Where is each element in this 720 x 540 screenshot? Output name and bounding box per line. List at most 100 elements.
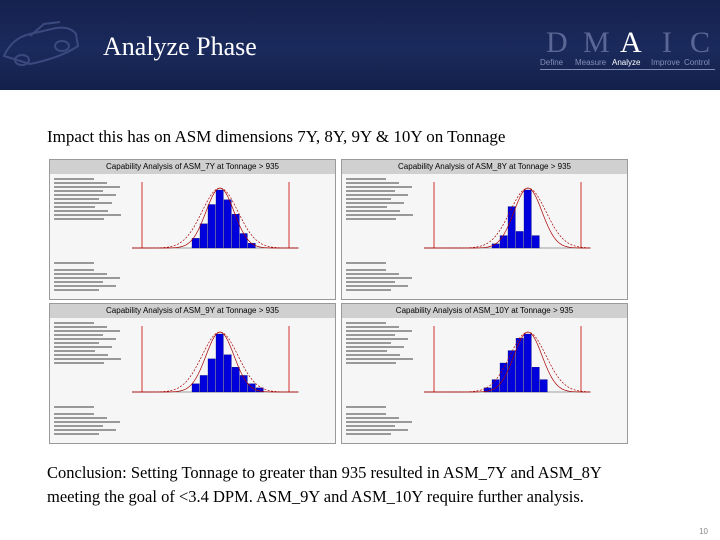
illegible-text-line bbox=[346, 334, 395, 336]
histogram-bar bbox=[231, 214, 240, 249]
illegible-text-line bbox=[54, 354, 108, 356]
car-logo-icon bbox=[2, 21, 80, 66]
histogram bbox=[132, 182, 299, 249]
capability-panel-9y: Capability Analysis of ASM_9Y at Tonnage… bbox=[49, 303, 336, 444]
dmaic-underline bbox=[540, 69, 715, 70]
illegible-text-line bbox=[54, 289, 99, 291]
illegible-text-line bbox=[346, 417, 399, 419]
potential-capability-block bbox=[346, 404, 416, 410]
process-data-block bbox=[54, 320, 124, 366]
within-fit-curve bbox=[132, 331, 298, 393]
illegible-text-line bbox=[346, 269, 386, 271]
dmaic-word-analyze: Analyze bbox=[612, 58, 641, 67]
potential-capability-block bbox=[54, 260, 124, 266]
dmaic-word-measure: Measure bbox=[575, 58, 607, 67]
overall-fit-curve bbox=[424, 331, 590, 393]
illegible-text-line bbox=[54, 429, 116, 431]
histogram bbox=[424, 182, 591, 249]
illegible-text-line bbox=[54, 273, 107, 275]
dmaic-letter-i: I bbox=[662, 26, 672, 59]
process-data-block bbox=[54, 176, 124, 222]
histogram-bar bbox=[247, 243, 256, 249]
illegible-text-line bbox=[346, 358, 413, 360]
illegible-text-line bbox=[346, 218, 396, 220]
page-title: Analyze Phase bbox=[103, 32, 257, 61]
histogram-bar bbox=[215, 333, 224, 393]
illegible-text-line bbox=[346, 194, 408, 196]
illegible-text-line bbox=[54, 202, 112, 204]
illegible-text-line bbox=[346, 214, 413, 216]
histogram-bar bbox=[515, 231, 524, 249]
conclusion-text: Conclusion: Setting Tonnage to greater t… bbox=[47, 461, 707, 509]
illegible-text-line bbox=[54, 182, 107, 184]
illegible-text-line bbox=[346, 273, 399, 275]
histogram-bar bbox=[499, 235, 508, 249]
illegible-text-line bbox=[346, 186, 412, 188]
process-data-block bbox=[346, 176, 416, 222]
panel-title: Capability Analysis of ASM_9Y at Tonnage… bbox=[50, 304, 335, 318]
dmaic-nav: D M A I C Define Measure Analyze Improve… bbox=[540, 28, 716, 72]
histogram bbox=[132, 326, 299, 393]
illegible-text-line bbox=[54, 362, 104, 364]
process-data-block bbox=[346, 320, 416, 366]
histogram-bar bbox=[231, 366, 240, 393]
illegible-text-line bbox=[54, 326, 107, 328]
illegible-text-line bbox=[54, 330, 120, 332]
capability-panel-10y: Capability Analysis of ASM_10Y at Tonnag… bbox=[341, 303, 628, 444]
histogram-bar bbox=[199, 223, 208, 249]
illegible-text-line bbox=[54, 334, 103, 336]
illegible-text-line bbox=[346, 198, 391, 200]
illegible-text-line bbox=[346, 322, 386, 324]
histogram-bar bbox=[507, 206, 516, 249]
illegible-text-line bbox=[346, 429, 408, 431]
histogram-bar bbox=[239, 233, 248, 249]
illegible-text-line bbox=[54, 322, 94, 324]
illegible-text-line bbox=[346, 346, 404, 348]
potential-capability-block bbox=[346, 260, 416, 266]
header-band: Analyze Phase D M A I C Define Measure A… bbox=[0, 0, 720, 90]
slide-subtitle: Impact this has on ASM dimensions 7Y, 8Y… bbox=[47, 127, 506, 146]
histogram-bar bbox=[191, 238, 200, 249]
illegible-text-line bbox=[54, 406, 94, 408]
histogram-bar bbox=[215, 189, 224, 249]
histogram-bar bbox=[491, 379, 500, 393]
illegible-text-line bbox=[54, 194, 116, 196]
illegible-text-line bbox=[54, 218, 104, 220]
illegible-text-line bbox=[54, 186, 120, 188]
dmaic-letter-m: M bbox=[583, 26, 610, 59]
capability-panel-8y: Capability Analysis of ASM_8Y at Tonnage… bbox=[341, 159, 628, 300]
histogram-bar bbox=[523, 189, 532, 249]
illegible-text-line bbox=[346, 425, 395, 427]
illegible-text-line bbox=[346, 338, 408, 340]
panel-title: Capability Analysis of ASM_10Y at Tonnag… bbox=[342, 304, 627, 318]
histogram-bar bbox=[223, 354, 232, 393]
illegible-text-line bbox=[54, 262, 94, 264]
illegible-text-line bbox=[54, 269, 94, 271]
within-fit-curve bbox=[424, 331, 590, 393]
illegible-text-line bbox=[346, 182, 399, 184]
histogram-bar bbox=[191, 383, 200, 393]
dmaic-letter-a: A bbox=[620, 26, 642, 59]
panel-title: Capability Analysis of ASM_8Y at Tonnage… bbox=[342, 160, 627, 174]
conclusion-line-2: meeting the goal of <3.4 DPM. ASM_9Y and… bbox=[47, 487, 584, 506]
illegible-text-line bbox=[54, 413, 94, 415]
illegible-text-line bbox=[54, 178, 94, 180]
histogram-bar bbox=[491, 243, 500, 249]
performance-table bbox=[346, 411, 625, 443]
illegible-text-line bbox=[346, 210, 400, 212]
overall-fit-curve bbox=[424, 187, 590, 249]
histogram-bar bbox=[247, 383, 256, 393]
illegible-text-line bbox=[54, 350, 95, 352]
performance-table bbox=[54, 411, 333, 443]
dmaic-word-improve: Improve bbox=[651, 58, 680, 67]
illegible-text-line bbox=[346, 330, 412, 332]
histogram-bar bbox=[531, 366, 540, 393]
illegible-text-line bbox=[346, 421, 412, 423]
performance-table bbox=[346, 267, 625, 299]
illegible-text-line bbox=[54, 417, 107, 419]
dmaic-word-define: Define bbox=[540, 58, 564, 67]
conclusion-line-1: Conclusion: Setting Tonnage to greater t… bbox=[47, 463, 602, 482]
histogram-bar bbox=[223, 199, 232, 249]
histogram-bar bbox=[207, 204, 216, 249]
histogram-bar bbox=[515, 337, 524, 393]
